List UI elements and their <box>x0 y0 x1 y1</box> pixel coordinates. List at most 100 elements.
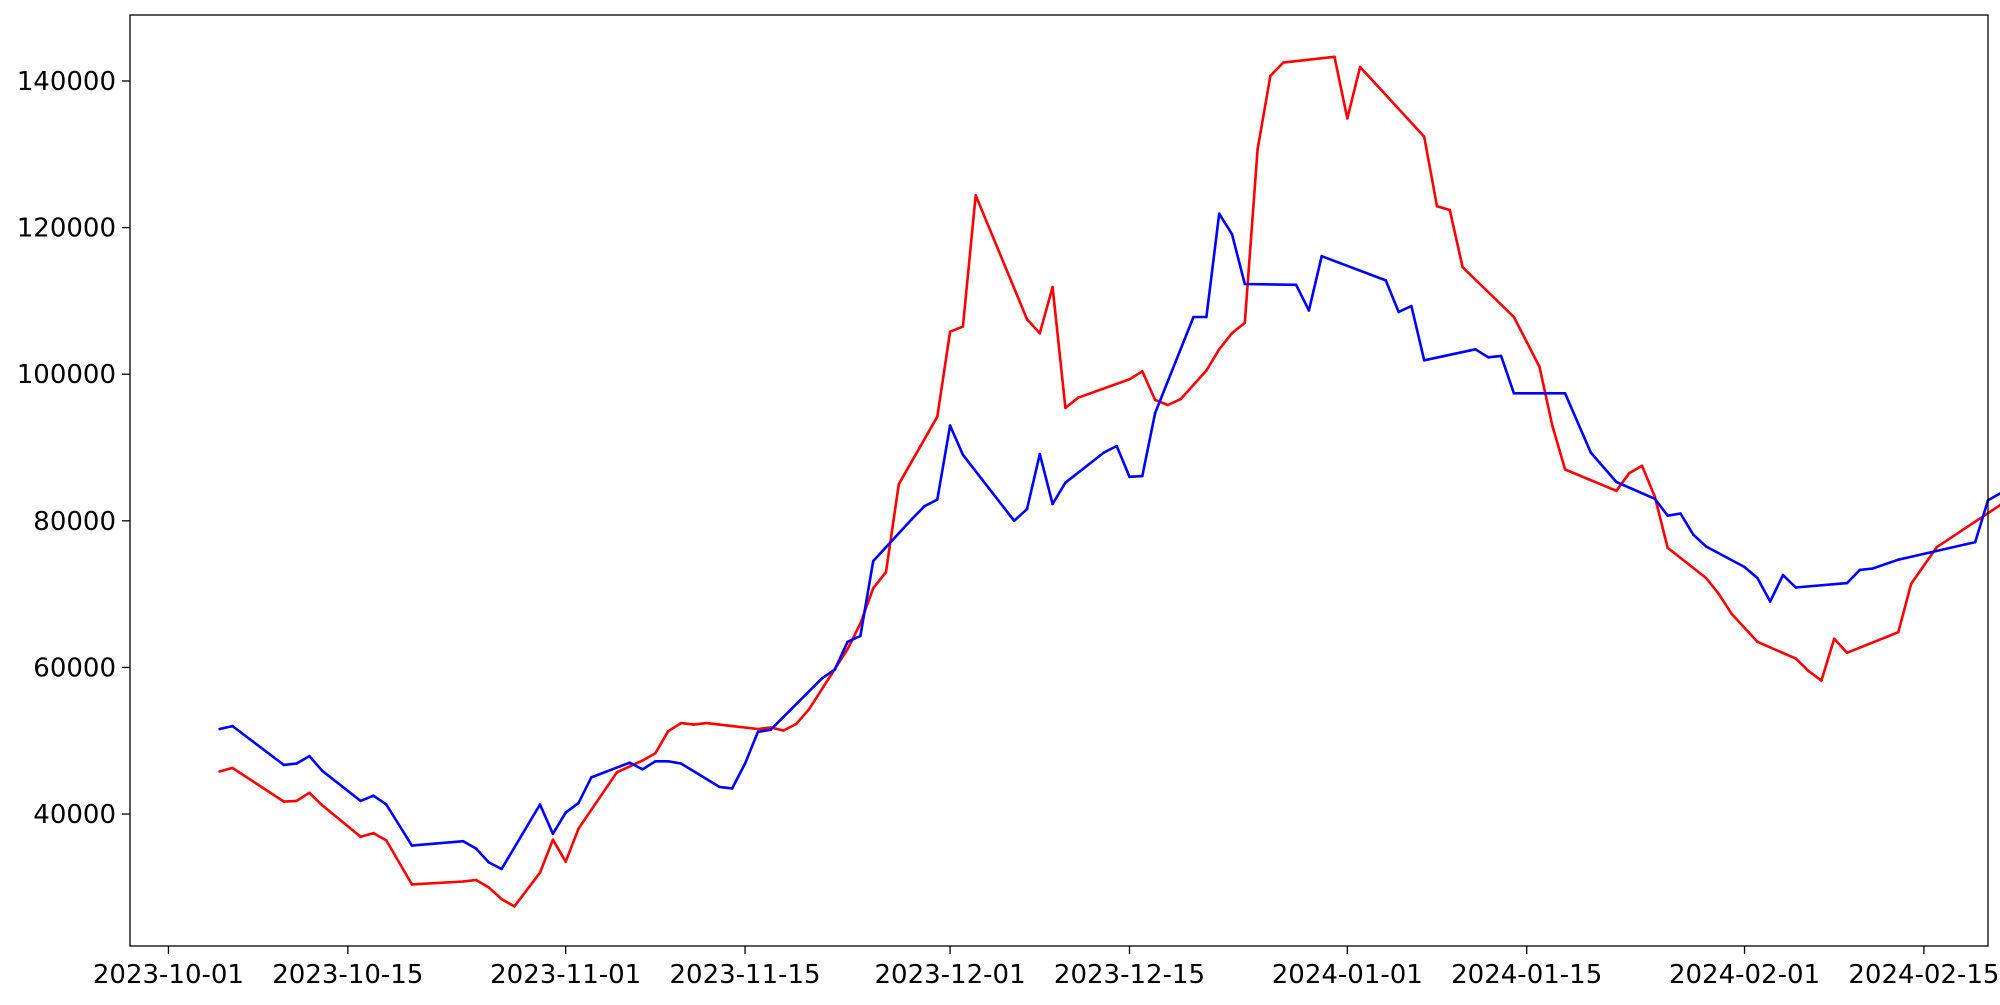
data-point-1-30 <box>782 729 785 732</box>
data-point-2-11 <box>462 840 465 843</box>
data-point-2-7 <box>359 800 362 803</box>
data-point-2-59 <box>1397 311 1400 314</box>
data-point-1-4 <box>295 800 298 803</box>
data-point-1-63 <box>1436 205 1439 208</box>
series-layer <box>218 56 2000 908</box>
data-point-1-41 <box>974 194 977 197</box>
data-point-1-8 <box>372 832 375 835</box>
data-point-2-49 <box>1154 412 1157 415</box>
data-point-2-62 <box>1474 348 1477 351</box>
data-point-1-62 <box>1423 135 1426 138</box>
data-point-2-2 <box>231 725 234 728</box>
data-point-1-67 <box>1525 341 1528 344</box>
data-point-2-20 <box>628 761 631 764</box>
data-point-2-17 <box>564 811 567 814</box>
data-point-1-5 <box>308 792 311 795</box>
y-tick-label: 40000 <box>33 800 116 830</box>
x-tick-label: 2024-01-01 <box>1272 960 1423 990</box>
data-point-2-83 <box>1974 541 1977 544</box>
data-point-1-66 <box>1513 316 1516 319</box>
x-tick-label: 2023-10-15 <box>272 960 423 990</box>
data-point-2-21 <box>641 768 644 771</box>
data-point-2-4 <box>295 762 298 765</box>
data-point-1-54 <box>1231 332 1234 335</box>
data-point-1-69 <box>1551 424 1554 427</box>
data-point-1-10 <box>411 883 414 886</box>
data-point-1-18 <box>564 860 567 863</box>
data-point-1-65 <box>1461 266 1464 269</box>
data-point-1-80 <box>1795 657 1798 660</box>
x-tick-label: 2023-11-15 <box>670 960 821 990</box>
data-point-2-26 <box>731 787 734 790</box>
data-point-1-22 <box>654 752 657 755</box>
data-point-1-60 <box>1346 117 1349 120</box>
data-point-1-11 <box>462 880 465 883</box>
data-point-1-17 <box>552 838 555 841</box>
data-point-2-64 <box>1500 355 1503 358</box>
data-point-2-82 <box>1897 558 1900 561</box>
data-point-1-58 <box>1282 61 1285 64</box>
data-point-2-55 <box>1295 284 1298 287</box>
data-point-2-32 <box>846 641 849 644</box>
data-point-1-13 <box>488 886 491 889</box>
series-line-1 <box>220 57 2000 907</box>
data-point-2-36 <box>923 505 926 508</box>
data-point-1-31 <box>795 723 798 726</box>
data-point-1-68 <box>1538 366 1541 369</box>
data-point-1-27 <box>731 725 734 728</box>
y-tick-label: 120000 <box>17 214 116 244</box>
data-point-1-78 <box>1730 613 1733 616</box>
data-point-2-70 <box>1666 514 1669 517</box>
data-point-1-85 <box>1897 631 1900 634</box>
data-point-2-45 <box>1103 451 1106 454</box>
data-point-2-74 <box>1743 566 1746 569</box>
data-point-2-77 <box>1782 574 1785 577</box>
x-tick-label: 2023-12-15 <box>1054 960 1205 990</box>
data-point-1-61 <box>1359 66 1362 69</box>
x-tick-label: 2024-02-15 <box>1848 960 1999 990</box>
data-point-2-27 <box>744 762 747 765</box>
data-point-1-26 <box>705 722 708 725</box>
y-tick-label: 60000 <box>33 653 116 683</box>
data-point-1-24 <box>680 722 683 725</box>
data-point-2-81 <box>1871 567 1874 570</box>
data-point-1-35 <box>872 587 875 590</box>
data-point-1-55 <box>1244 322 1247 325</box>
data-point-2-25 <box>718 786 721 789</box>
data-point-1-3 <box>283 800 286 803</box>
data-point-1-79 <box>1756 641 1759 644</box>
data-point-1-59 <box>1333 56 1336 59</box>
data-point-1-23 <box>667 730 670 733</box>
data-point-1-56 <box>1256 148 1259 151</box>
data-point-1-42 <box>1026 318 1029 321</box>
data-point-2-37 <box>936 498 939 501</box>
data-point-2-43 <box>1051 503 1054 506</box>
data-point-2-78 <box>1795 586 1798 589</box>
data-point-1-77 <box>1718 593 1721 596</box>
data-point-1-37 <box>898 483 901 486</box>
data-point-1-76 <box>1705 577 1708 580</box>
data-point-2-51 <box>1205 316 1208 319</box>
series-line-2 <box>220 214 2000 869</box>
data-point-2-60 <box>1410 305 1413 308</box>
data-point-2-42 <box>1039 453 1042 456</box>
data-point-2-50 <box>1192 316 1195 319</box>
data-point-2-23 <box>667 760 670 763</box>
data-point-2-67 <box>1590 451 1593 454</box>
data-point-1-39 <box>949 330 952 333</box>
data-point-1-32 <box>808 708 811 711</box>
data-point-2-8 <box>372 794 375 797</box>
data-point-1-64 <box>1449 209 1452 212</box>
data-point-1-53 <box>1218 348 1221 351</box>
data-point-1-57 <box>1269 75 1272 78</box>
data-point-1-73 <box>1641 465 1644 468</box>
data-point-1-87 <box>1935 546 1938 549</box>
data-point-2-19 <box>590 776 593 779</box>
data-point-2-54 <box>1244 283 1247 286</box>
data-point-1-48 <box>1141 370 1144 373</box>
data-point-2-12 <box>475 847 478 850</box>
data-point-1-9 <box>385 839 388 842</box>
data-point-2-24 <box>680 762 683 765</box>
data-point-1-16 <box>539 871 542 874</box>
